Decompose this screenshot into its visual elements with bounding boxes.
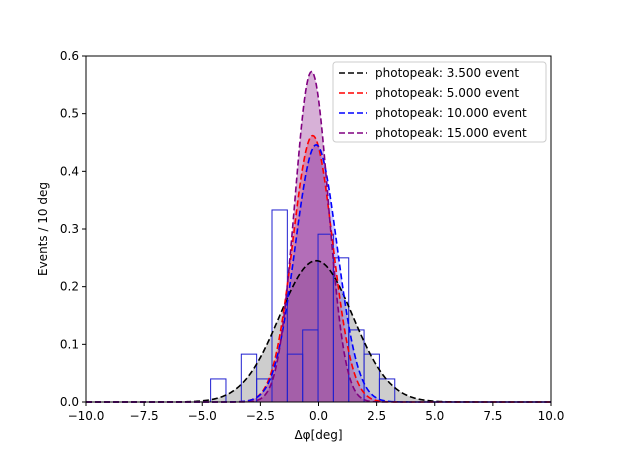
x-tick-label: −5.0 bbox=[188, 409, 217, 423]
y-tick-label: 0.4 bbox=[60, 164, 79, 178]
y-tick-label: 0.1 bbox=[60, 337, 79, 351]
legend-label: photopeak: 10.000 event bbox=[375, 106, 527, 120]
x-tick-label: 10.0 bbox=[538, 409, 565, 423]
y-tick-label: 0.2 bbox=[60, 280, 79, 294]
y-tick-label: 0.3 bbox=[60, 222, 79, 236]
y-axis-ticks: 0.0 0.1 0.2 0.3 0.4 0.5 0.6 bbox=[60, 49, 86, 409]
y-tick-label: 0.6 bbox=[60, 49, 79, 63]
y-axis-label: Events / 10 deg bbox=[36, 182, 50, 276]
x-tick-label: 2.5 bbox=[367, 409, 386, 423]
y-tick-label: 0.0 bbox=[60, 395, 79, 409]
legend-box bbox=[332, 61, 547, 143]
x-tick-label: 7.5 bbox=[483, 409, 502, 423]
legend-label: photopeak: 3.500 event bbox=[375, 66, 519, 80]
legend-label: photopeak: 15.000 event bbox=[375, 126, 527, 140]
x-axis-label: Δφ[deg] bbox=[294, 428, 342, 442]
x-tick-label: −2.5 bbox=[246, 409, 275, 423]
legend: photopeak: 3.500 event photopeak: 5.000 e… bbox=[332, 61, 547, 143]
x-tick-label: 0.0 bbox=[309, 409, 328, 423]
x-tick-label: −7.5 bbox=[130, 409, 159, 423]
x-axis-ticks: −10.0 −7.5 −5.0 −2.5 0.0 2.5 5.0 7.5 10.0 bbox=[68, 402, 565, 423]
x-tick-label: 5.0 bbox=[425, 409, 444, 423]
x-tick-label: −10.0 bbox=[68, 409, 105, 423]
y-tick-label: 0.5 bbox=[60, 107, 79, 121]
legend-label: photopeak: 5.000 event bbox=[375, 86, 519, 100]
